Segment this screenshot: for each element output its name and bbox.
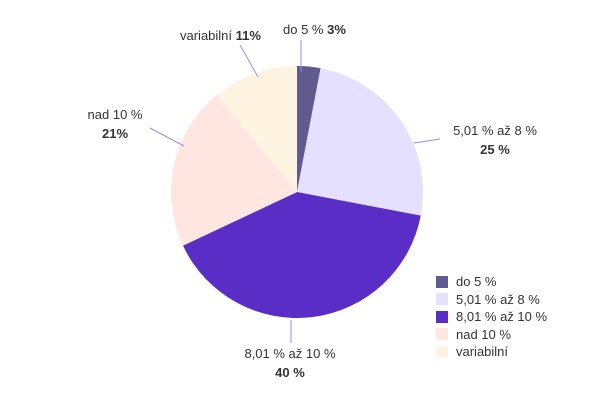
leader-line-3 — [149, 127, 185, 147]
legend-item: nad 10 % — [436, 326, 547, 344]
slice-label-1: 5,01 % až 8 % 25 % — [453, 123, 537, 157]
leader-line-1 — [413, 138, 441, 144]
legend-item: do 5 % — [436, 273, 547, 291]
pie-slice-2 — [182, 192, 421, 319]
legend-item: 8,01 % až 10 % — [436, 308, 547, 326]
slice-label-2: 8,01 % až 10 % 40 % — [244, 346, 336, 380]
legend: do 5 % 5,01 % až 8 % 8,01 % až 10 % nad … — [436, 273, 547, 361]
pie-slice-0 — [297, 66, 321, 192]
legend-swatch — [436, 310, 448, 323]
legend-swatch — [436, 293, 448, 306]
leader-line-4 — [239, 44, 259, 78]
slice-label-4: variabilní 11% — [180, 28, 261, 43]
pie-slice-4 — [216, 66, 297, 192]
legend-item: 5,01 % až 8 % — [436, 291, 547, 309]
legend-swatch — [436, 328, 448, 341]
slice-label-3: nad 10 % 21% — [87, 107, 143, 141]
legend-item: variabilní — [436, 343, 547, 361]
pie-slice-3 — [171, 94, 297, 246]
pie-slice-1 — [297, 68, 423, 216]
slice-label-0: do 5 % 3% — [283, 22, 346, 37]
legend-swatch — [436, 275, 448, 288]
legend-swatch — [436, 345, 448, 358]
